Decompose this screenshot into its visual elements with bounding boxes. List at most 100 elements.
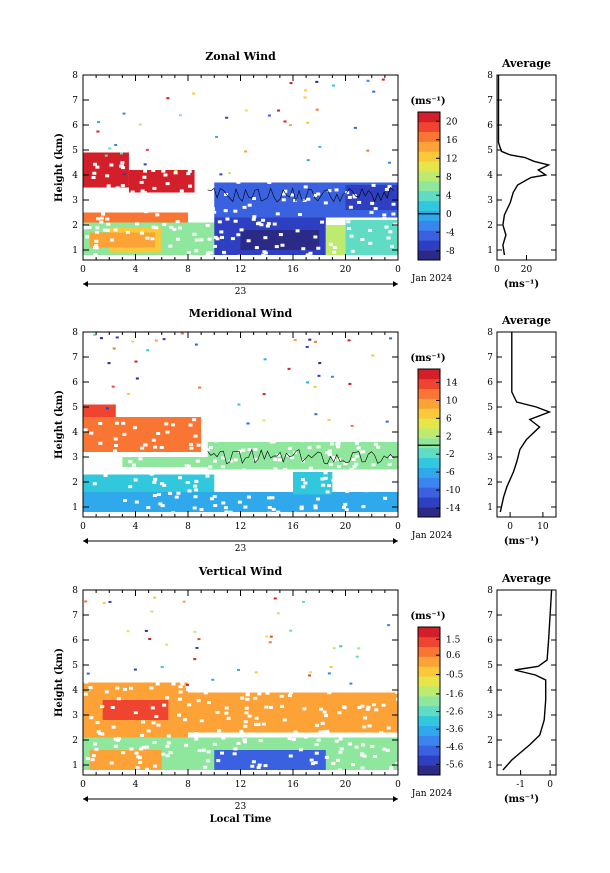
data-gap — [208, 446, 213, 450]
sparse-cell — [327, 418, 331, 421]
data-gap — [206, 207, 211, 211]
data-gap — [128, 485, 133, 489]
data-gap — [205, 180, 210, 184]
data-gap — [389, 455, 394, 459]
y-tick-label: 1 — [72, 246, 78, 256]
data-gap — [132, 463, 137, 467]
data-gap — [243, 724, 248, 728]
data-gap — [388, 230, 393, 234]
data-gap — [205, 223, 210, 227]
data-gap — [210, 207, 215, 211]
data-gap — [160, 504, 165, 508]
sparse-cell — [283, 120, 287, 123]
data-gap — [313, 235, 318, 239]
data-gap — [354, 745, 359, 749]
data-gap — [271, 478, 276, 482]
data-gap — [211, 164, 216, 168]
data-gap — [257, 692, 262, 696]
data-gap — [85, 757, 90, 761]
data-gap — [201, 748, 206, 752]
data-gap — [287, 446, 292, 450]
data-gap — [309, 758, 314, 762]
sparse-cell — [166, 97, 170, 100]
data-gap — [116, 459, 121, 463]
data-gap — [91, 754, 96, 758]
data-gap — [95, 720, 100, 724]
data-gap — [196, 699, 201, 703]
profile-unit: (ms⁻¹) — [504, 794, 539, 805]
data-gap — [273, 467, 278, 471]
sparse-cell — [237, 403, 241, 406]
sparse-cell — [215, 135, 219, 138]
data-gap — [274, 245, 279, 249]
data-gap — [389, 767, 394, 771]
data-gap — [322, 710, 327, 714]
data-gap — [143, 443, 148, 447]
data-gap — [117, 736, 122, 740]
data-gap — [390, 681, 395, 685]
sparse-cell — [353, 126, 357, 129]
x-tick-label: 12 — [235, 780, 246, 790]
data-gap — [394, 733, 399, 737]
data-gap — [130, 209, 135, 213]
profile-x-tick-label: 10 — [537, 522, 549, 532]
colorbar-swatch — [418, 627, 440, 638]
data-gap — [280, 243, 285, 247]
data-gap — [111, 725, 116, 729]
sparse-cell — [317, 374, 321, 377]
colorbar-tick-label: 14 — [446, 378, 458, 388]
data-gap — [397, 220, 402, 224]
data-gap — [300, 478, 305, 482]
data-gap — [319, 707, 324, 711]
data-gap — [145, 745, 150, 749]
data-gap — [237, 449, 242, 453]
y-tick-label: 7 — [72, 96, 78, 106]
y-tick-label: 7 — [72, 353, 78, 363]
sparse-cell — [385, 420, 389, 423]
colorbar-tick-label: -2.6 — [446, 708, 464, 718]
data-gap — [237, 500, 242, 504]
data-gap — [387, 476, 392, 480]
data-gap — [205, 759, 210, 763]
profile-y-tick-label: 1 — [487, 503, 493, 513]
colorbar-swatch — [418, 765, 440, 776]
data-gap — [112, 457, 117, 461]
data-gap — [133, 711, 138, 715]
sparse-cell — [303, 96, 307, 99]
data-gap — [121, 751, 126, 755]
heat-region — [240, 230, 320, 250]
colorbar-swatch — [418, 250, 440, 261]
data-gap — [348, 474, 353, 478]
data-gap — [288, 683, 293, 687]
sparse-cell — [185, 683, 189, 686]
data-gap — [92, 482, 97, 486]
data-gap — [213, 244, 218, 248]
data-gap — [213, 504, 218, 508]
data-gap — [368, 228, 373, 232]
average-title: Average — [501, 57, 551, 70]
data-gap — [187, 169, 192, 173]
data-gap — [386, 236, 391, 240]
data-gap — [123, 467, 128, 471]
colorbar-tick-label: 2 — [446, 432, 452, 442]
data-gap — [166, 162, 171, 166]
sparse-cell — [305, 345, 309, 348]
data-gap — [281, 198, 286, 202]
data-gap — [376, 445, 381, 449]
sparse-cell — [115, 336, 119, 339]
data-gap — [165, 182, 170, 186]
colorbar-tick-label: -4.6 — [446, 743, 464, 753]
data-gap — [199, 207, 204, 211]
data-gap — [367, 724, 372, 728]
data-gap — [291, 685, 296, 689]
data-gap — [256, 766, 261, 770]
heat-region — [89, 232, 156, 248]
data-gap — [337, 464, 342, 468]
data-gap — [270, 678, 275, 682]
colorbar-swatch — [418, 676, 440, 687]
data-gap — [279, 704, 284, 708]
data-gap — [188, 184, 193, 188]
data-gap — [170, 454, 175, 458]
colorbar-tick-label: -8 — [446, 247, 455, 257]
day-bar-arrow — [83, 796, 88, 802]
